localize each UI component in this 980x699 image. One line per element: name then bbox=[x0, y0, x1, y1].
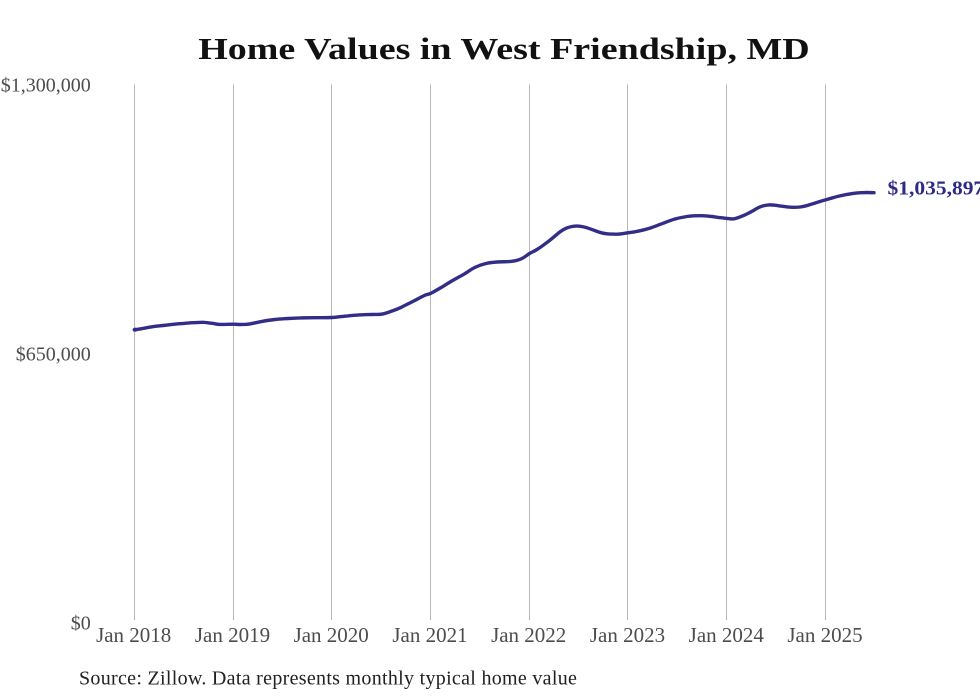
svg-text:Jan 2022: Jan 2022 bbox=[491, 623, 566, 647]
svg-text:$650,000: $650,000 bbox=[16, 344, 91, 366]
svg-text:$1,035,897: $1,035,897 bbox=[888, 178, 980, 199]
svg-text:$0: $0 bbox=[71, 613, 91, 635]
svg-text:Jan 2023: Jan 2023 bbox=[590, 623, 665, 647]
svg-text:Jan 2018: Jan 2018 bbox=[96, 623, 171, 647]
svg-text:Home Values in West Friendship: Home Values in West Friendship, MD bbox=[198, 31, 810, 66]
svg-text:Source: Zillow. Data represent: Source: Zillow. Data represents monthly … bbox=[79, 668, 577, 690]
svg-text:Jan 2019: Jan 2019 bbox=[195, 623, 270, 647]
svg-text:$1,300,000: $1,300,000 bbox=[1, 75, 91, 97]
svg-text:Jan 2024: Jan 2024 bbox=[689, 623, 765, 647]
svg-text:Jan 2020: Jan 2020 bbox=[294, 623, 369, 647]
svg-text:Jan 2025: Jan 2025 bbox=[787, 623, 862, 647]
svg-text:Jan 2021: Jan 2021 bbox=[392, 623, 467, 647]
